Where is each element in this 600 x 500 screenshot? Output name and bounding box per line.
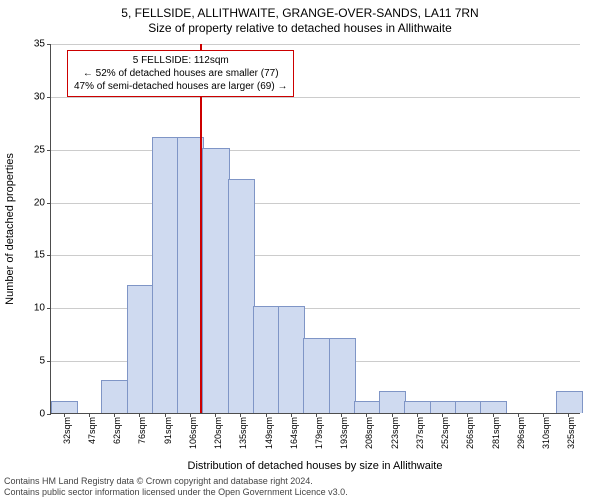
histogram-bar [480,401,507,413]
gridline-h [51,203,580,204]
xtick-label: 310sqm [541,417,551,449]
ytick-mark [47,308,51,309]
plot-area: 0510152025303532sqm47sqm62sqm76sqm91sqm1… [50,44,580,414]
xtick-label: 106sqm [188,417,198,449]
xtick-label: 266sqm [465,417,475,449]
ytick-label: 10 [34,303,45,314]
histogram-bar [278,306,305,413]
histogram-bar [51,401,78,413]
y-axis-label: Number of detached properties [4,153,16,305]
footer-line-1: Contains HM Land Registry data © Crown c… [4,476,596,487]
annotation-line-3: 47% of semi-detached houses are larger (… [74,80,287,93]
ytick-label: 0 [39,409,45,420]
ytick-mark [47,414,51,415]
plot-container: Number of detached properties Distributi… [50,44,580,414]
title-line-2: Size of property relative to detached ho… [0,21,600,36]
xtick-label: 62sqm [112,417,122,444]
ytick-label: 35 [34,39,45,50]
histogram-bar [354,401,381,413]
histogram-bar [430,401,457,413]
page-root: 5, FELLSIDE, ALLITHWAITE, GRANGE-OVER-SA… [0,0,600,500]
xtick-label: 91sqm [163,417,173,444]
histogram-bar [202,148,229,413]
histogram-bar [455,401,482,413]
ytick-mark [47,361,51,362]
chart-title: 5, FELLSIDE, ALLITHWAITE, GRANGE-OVER-SA… [0,0,600,36]
annotation-line-1: 5 FELLSIDE: 112sqm [74,54,287,67]
footer: Contains HM Land Registry data © Crown c… [4,476,596,498]
ytick-label: 20 [34,197,45,208]
histogram-bar [101,380,128,413]
xtick-label: 296sqm [516,417,526,449]
xtick-label: 149sqm [264,417,274,449]
ytick-mark [47,97,51,98]
marker-line [200,44,202,413]
title-line-1: 5, FELLSIDE, ALLITHWAITE, GRANGE-OVER-SA… [0,6,600,21]
xtick-label: 223sqm [390,417,400,449]
xtick-label: 120sqm [213,417,223,449]
xtick-label: 135sqm [238,417,248,449]
histogram-bar [556,391,583,413]
ytick-label: 30 [34,91,45,102]
xtick-label: 252sqm [440,417,450,449]
histogram-bar [329,338,356,413]
histogram-bar [127,285,154,413]
ytick-mark [47,150,51,151]
histogram-bar [379,391,406,413]
histogram-bar [303,338,330,413]
ytick-mark [47,255,51,256]
gridline-h [51,44,580,45]
annotation-line-2: ← 52% of detached houses are smaller (77… [74,67,287,80]
xtick-label: 179sqm [314,417,324,449]
gridline-h [51,150,580,151]
histogram-bar [228,179,255,413]
ytick-label: 15 [34,250,45,261]
histogram-bar [404,401,431,413]
xtick-label: 47sqm [87,417,97,444]
ytick-label: 5 [39,356,45,367]
footer-line-2: Contains public sector information licen… [4,487,596,498]
xtick-label: 32sqm [62,417,72,444]
histogram-bar [152,137,179,413]
marker-annotation: 5 FELLSIDE: 112sqm ← 52% of detached hou… [67,50,294,97]
xtick-label: 281sqm [491,417,501,449]
gridline-h [51,255,580,256]
xtick-label: 193sqm [339,417,349,449]
ytick-mark [47,44,51,45]
ytick-label: 25 [34,144,45,155]
ytick-mark [47,203,51,204]
xtick-label: 76sqm [137,417,147,444]
xtick-label: 164sqm [289,417,299,449]
xtick-label: 237sqm [415,417,425,449]
xtick-label: 208sqm [364,417,374,449]
xtick-label: 325sqm [566,417,576,449]
x-axis-label: Distribution of detached houses by size … [188,460,443,472]
histogram-bar [253,306,280,413]
